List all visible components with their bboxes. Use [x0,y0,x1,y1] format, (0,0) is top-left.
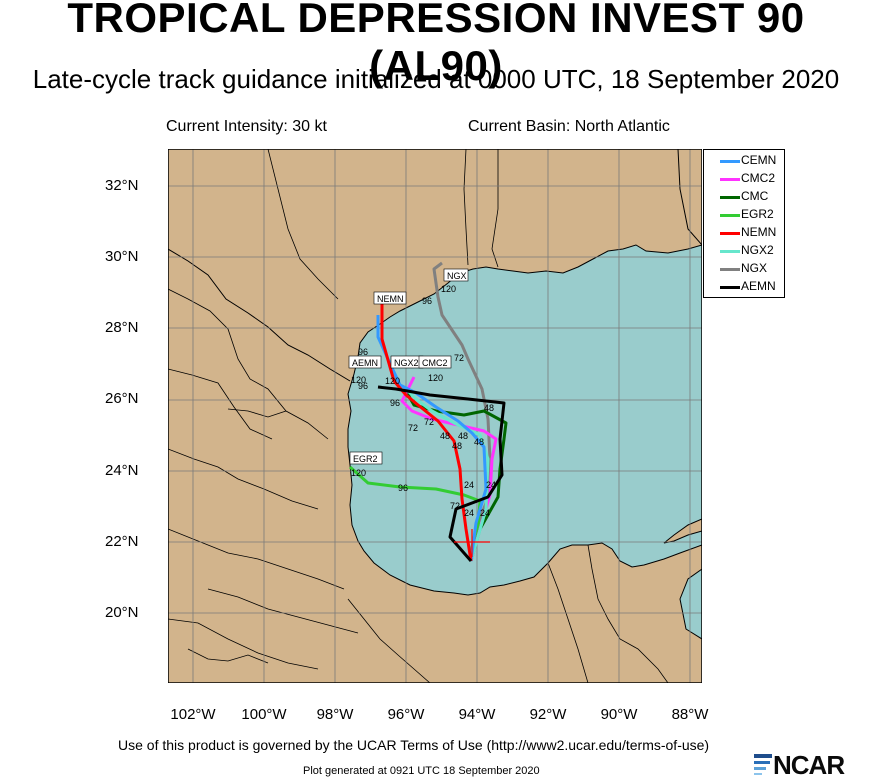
chart-title: TROPICAL DEPRESSION INVEST 90 (AL90) [67,0,805,89]
gulf-water [347,244,703,596]
hour-label: 48 [440,431,450,441]
legend-label: CEMN [741,153,777,167]
legend-label: CMC2 [741,171,776,185]
lat-label: 22°N [105,533,139,550]
cmc2-map-label: CMC2 [422,358,448,368]
legend-swatch [720,232,740,235]
egr2-track [349,465,482,562]
hour-label: 72 [424,417,434,427]
ncar-logo-icon [754,754,772,775]
hour-label: 96 [422,296,432,306]
ngx-map-label: NGX [447,271,467,281]
hour-label: 96 [358,347,368,357]
grid-lines [168,149,702,683]
track-map: 120 120 120 120 120 96 96 96 96 96 72 72… [167,148,703,684]
legend-swatch [720,250,740,253]
hour-label: 120 [441,284,456,294]
map-svg: 120 120 120 120 120 96 96 96 96 96 72 72… [167,148,703,684]
lon-label: 88°W [671,706,709,723]
hour-label: 24 [464,508,474,518]
aemn-map-label: AEMN [352,358,378,368]
hour-label: 120 [385,376,400,386]
lon-label: 100°W [241,706,287,723]
aemn-track [377,385,506,562]
hour-label: 72 [454,353,464,363]
hour-label: 48 [458,431,468,441]
model-legend: CEMN CMC2 CMC EGR2 NEMN NGX2 NGX AEMN [703,149,785,298]
hour-label: 48 [474,437,484,447]
terms-of-use: Use of this product is governed by the U… [118,737,710,753]
hour-label: 24 [464,480,474,490]
nemn-label-box [373,291,407,305]
lon-label: 92°W [529,706,567,723]
lat-label: 30°N [105,248,139,265]
hour-label: 120 [428,373,443,383]
lon-label: 90°W [600,706,638,723]
legend-swatch [720,268,740,271]
chart-subtitle: Late-cycle track guidance initialized at… [32,64,840,94]
legend-swatch [720,160,740,163]
legend-label: CMC [741,189,769,203]
lat-label: 20°N [105,604,139,621]
hour-label: 96 [398,483,408,493]
hour-label: 72 [408,423,418,433]
model-tracks [349,261,508,562]
hour-label: 72 [450,501,460,511]
lon-label: 94°W [458,706,496,723]
hour-label: 96 [358,381,368,391]
lat-label: 28°N [105,319,139,336]
lat-label: 32°N [105,177,139,194]
nemn-track [380,297,473,562]
hour-label: 120 [351,375,366,385]
hour-label: 120 [351,468,366,478]
egr2-map-label: EGR2 [353,454,378,464]
us-mexico-border [167,248,351,382]
legend-label: NEMN [741,225,777,239]
state-borders [167,148,669,684]
lon-label: 98°W [316,706,354,723]
nemn-map-label: NEMN [377,294,404,304]
current-intensity: Current Intensity: 30 kt [166,118,327,135]
current-basin: Current Basin: North Atlantic [468,118,670,135]
legend-label: NGX [741,261,768,275]
hour-label: 24 [480,508,490,518]
egr2-label-box [349,451,383,465]
hour-label: 96 [390,398,400,408]
lat-label: 24°N [105,462,139,479]
hour-label: 24 [486,480,496,490]
legend-label: AEMN [741,279,776,293]
aemn-label-box [348,355,382,369]
ngx-label-box [443,268,469,282]
hour-label: 48 [484,403,494,413]
legend-swatch [720,286,740,289]
ncar-logo-text: NCAR [773,750,845,780]
plot-generated-stamp: Plot generated at 0921 UTC 18 September … [303,765,540,777]
legend-swatch [720,178,740,181]
lon-label: 96°W [387,706,425,723]
hour-label: 48 [452,441,462,451]
legend-label: NGX2 [741,243,774,257]
legend-swatch [720,196,740,199]
legend-label: EGR2 [741,207,774,221]
cmc2-label-box [418,355,452,369]
lat-label: 26°N [105,390,139,407]
legend-swatch [720,214,740,217]
lon-label: 102°W [170,706,216,723]
current-position-marker [454,529,490,557]
ngx2-map-label: NGX2 [394,358,419,368]
